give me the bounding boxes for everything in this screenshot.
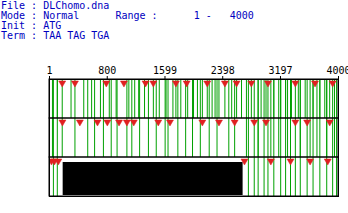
- svg-text:800: 800: [98, 65, 116, 76]
- svg-text:1: 1: [46, 65, 52, 76]
- svg-text:2398: 2398: [211, 65, 235, 76]
- svg-text:1599: 1599: [153, 65, 177, 76]
- html-text:File : DLChomo.dna Mode : Norm: File : DLChomo.dna Mode : Normal Range :…: [1, 0, 254, 41]
- svg-text:3197: 3197: [268, 65, 292, 76]
- svg-text:4000: 4000: [326, 65, 348, 76]
